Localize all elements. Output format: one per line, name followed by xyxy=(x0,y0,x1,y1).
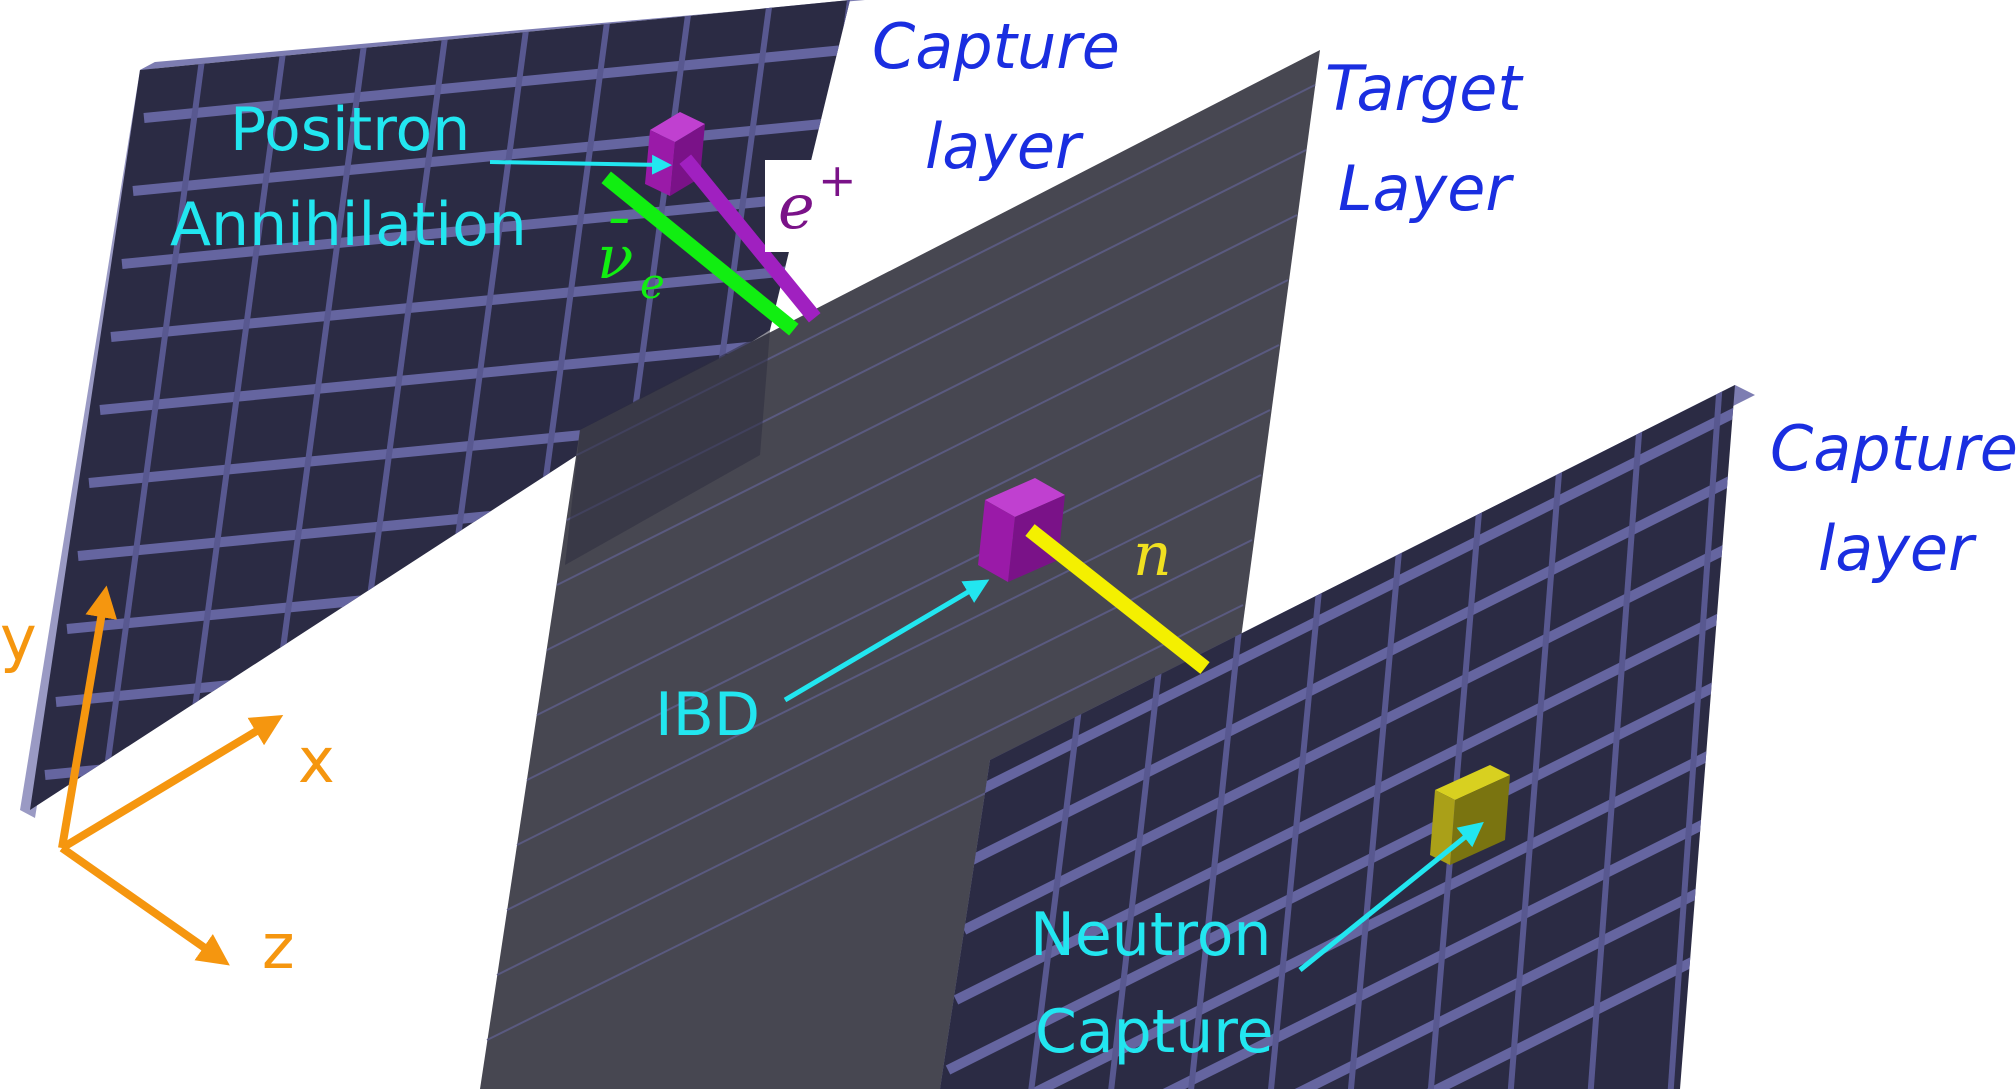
neutron-label: n xyxy=(1133,520,1172,590)
target-layer-label-line1: Target xyxy=(1325,52,1524,125)
capture-layer-left-label-line2: layer xyxy=(925,110,1084,183)
antineutrino-symbol: ν xyxy=(597,223,633,293)
neutron-capture-label-line1: Neutron xyxy=(1030,900,1271,970)
neutron-capture-label: Neutron Capture xyxy=(1030,900,1274,1067)
positron-track xyxy=(679,154,821,323)
y-axis-arrow xyxy=(58,585,118,849)
x-axis-arrow xyxy=(59,715,284,852)
capture-layer-right-label-line1: Capture xyxy=(1770,412,2016,485)
target-layer-label-line2: Layer xyxy=(1338,152,1514,225)
positron-symbol: e xyxy=(778,170,815,243)
positron-annihilation-label-line2: Annihilation xyxy=(170,190,527,260)
positron-annihilation-label-line1: Positron xyxy=(230,95,470,165)
ibd-label: IBD xyxy=(655,680,760,750)
ibd-arrow xyxy=(783,579,990,703)
y-axis-label: y xyxy=(0,602,37,675)
capture-layer-right-label-line2: layer xyxy=(1818,512,1977,585)
neutron-capture-label-line2: Capture xyxy=(1035,997,1274,1067)
capture-layer-left-label-line1: Capture xyxy=(872,10,1120,83)
capture-layer-right-label: Capture layer xyxy=(1770,412,2016,585)
z-axis-arrow xyxy=(59,844,230,966)
positron-annihilation-label: Positron Annihilation xyxy=(170,95,527,260)
z-axis-label: z xyxy=(262,910,295,983)
capture-layer-left-label: Capture layer xyxy=(872,10,1120,183)
axes: y x z xyxy=(0,585,335,983)
antineutrino-label: ¯ ν e xyxy=(597,208,665,308)
positron-annihilation-arrow xyxy=(489,154,672,175)
neutron-track xyxy=(1025,524,1210,674)
antineutrino-sub: e xyxy=(640,259,665,308)
positron-label: e + xyxy=(765,153,865,252)
capture-layer-right xyxy=(940,385,1755,1089)
antineutrino-track xyxy=(601,171,799,336)
positron-sup: + xyxy=(818,153,857,207)
target-layer-label: Target Layer xyxy=(1325,52,1524,225)
antineutrino-bar: ¯ xyxy=(600,208,629,276)
x-axis-label: x xyxy=(298,724,335,797)
positron-label-box xyxy=(765,160,865,252)
capture-layer-right-grid xyxy=(940,385,1735,1089)
neutron-capture-arrow xyxy=(1298,821,1484,972)
